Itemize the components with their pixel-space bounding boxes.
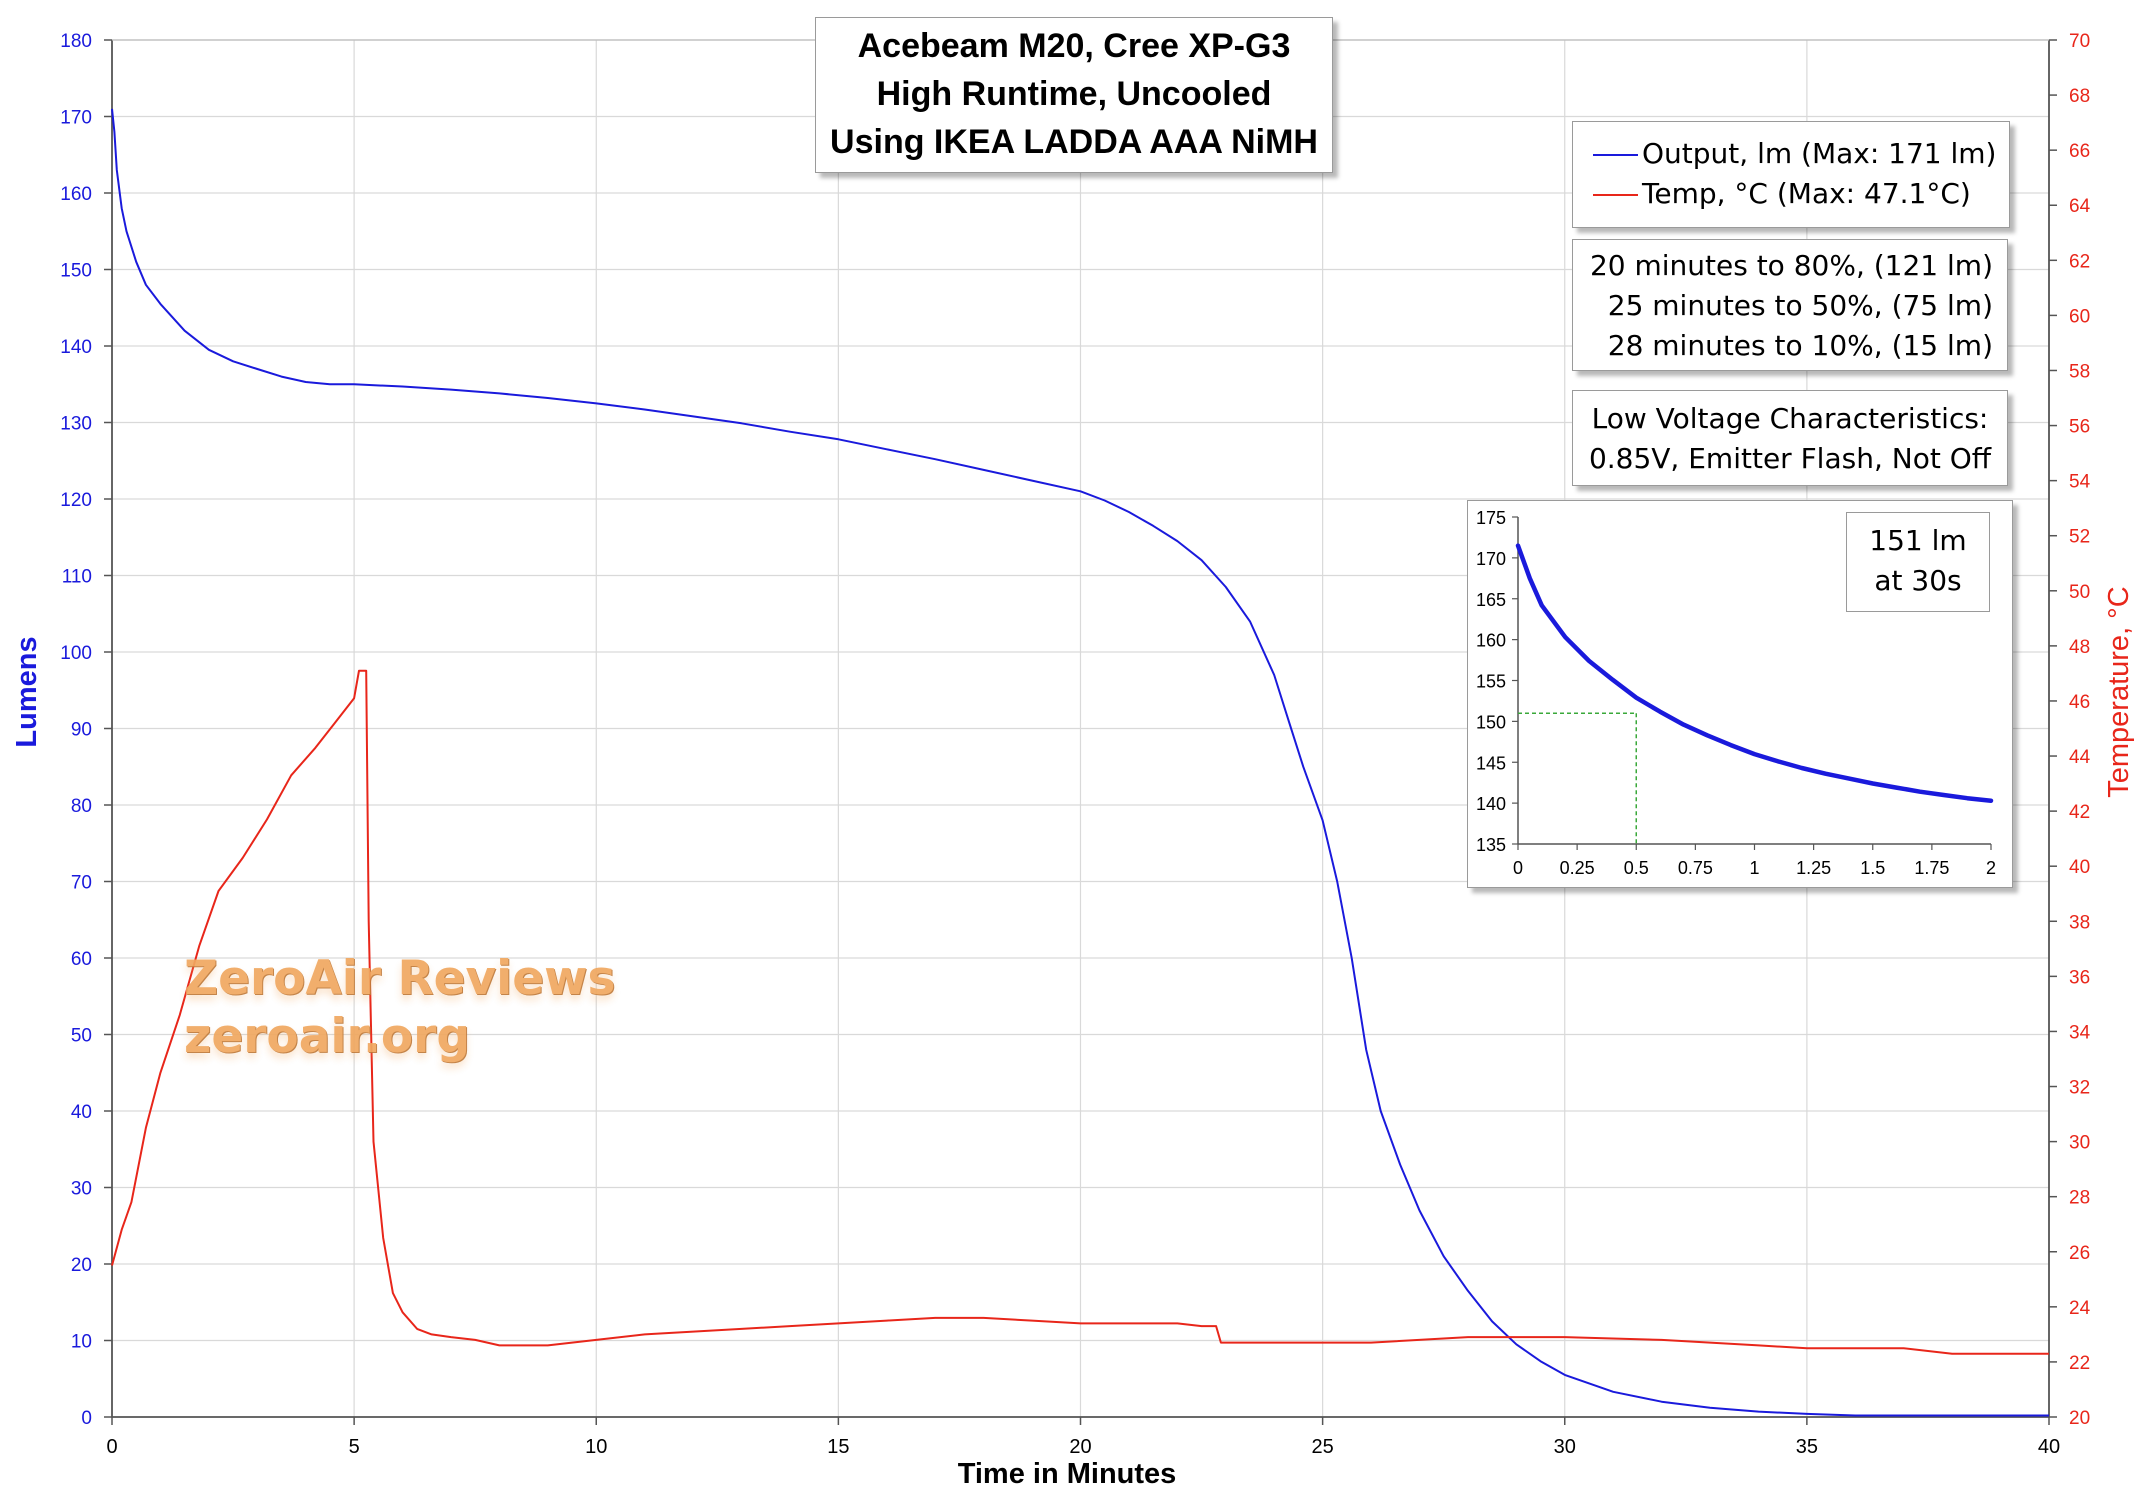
- y2-tick-label: 50: [2069, 582, 2090, 603]
- x-tick-label: 30: [1554, 1436, 1576, 1458]
- y2-tick-label: 40: [2069, 857, 2090, 878]
- output-lumens-line: [111, 108, 2049, 1417]
- low-voltage-note: Low Voltage Characteristics: 0.85V, Emit…: [1572, 390, 2008, 486]
- y-tick-label: 110: [62, 567, 92, 588]
- inset-annotation-line-1: 151 lm: [1869, 524, 1967, 557]
- y-tick-label: 40: [71, 1102, 92, 1123]
- y2-tick-label: 58: [2069, 361, 2090, 382]
- y2-tick-label: 52: [2069, 527, 2090, 548]
- y2-tick-label: 28: [2069, 1188, 2090, 1209]
- main-tick-labels: 0 5 10 15 20 25 30 35 40 0 10 20 30 40 50 60 70 80 90 100 11…: [60, 31, 2090, 1458]
- main-series: [111, 108, 2049, 1417]
- runtime-line-2: 25 minutes to 50%, (75 lm): [1607, 289, 1993, 322]
- y2-tick-label: 44: [2069, 747, 2091, 768]
- y2-tick-label: 20: [2069, 1408, 2090, 1429]
- low-voltage-line-1: Low Voltage Characteristics:: [1591, 402, 1989, 435]
- y2-tick-label: 60: [2069, 306, 2090, 327]
- y2-tick-label: 32: [2069, 1078, 2090, 1099]
- x-tick-label: 35: [1796, 1436, 1818, 1458]
- y2-tick-label: 36: [2069, 967, 2090, 988]
- x-tick-label: 15: [827, 1436, 849, 1458]
- title-line-2: High Runtime, Uncooled: [876, 75, 1272, 113]
- y-tick-label: 70: [71, 873, 92, 894]
- x-tick-label: 10: [585, 1436, 607, 1458]
- chart-title: Acebeam M20, Cree XP-G3 High Runtime, Un…: [815, 17, 1333, 173]
- x-tick-label: 0: [106, 1436, 117, 1458]
- y2-tick-label: 54: [2069, 472, 2091, 493]
- legend: Output, lm (Max: 171 lm) Temp, °C (Max: …: [1572, 121, 2010, 228]
- y2-axis-label: Temperature, °C: [2103, 586, 2135, 797]
- y-tick-label: 100: [60, 643, 92, 664]
- x-tick-label: 5: [349, 1436, 360, 1458]
- y2-tick-label: 62: [2069, 251, 2090, 272]
- y-tick-label: 170: [60, 108, 92, 129]
- y2-tick-label: 24: [2069, 1298, 2091, 1319]
- temperature-line: [111, 669, 2049, 1355]
- x-tick-label: 25: [1312, 1436, 1334, 1458]
- y2-tick-label: 66: [2069, 141, 2090, 162]
- y2-tick-label: 22: [2069, 1353, 2090, 1374]
- y2-tick-label: 34: [2069, 1022, 2091, 1043]
- y-tick-label: 20: [71, 1255, 92, 1276]
- runtime-line-3: 28 minutes to 10%, (15 lm): [1607, 329, 1993, 362]
- low-voltage-line-2: 0.85V, Emitter Flash, Not Off: [1588, 442, 1992, 475]
- y-tick-label: 30: [71, 1179, 92, 1200]
- legend-swatch-output: [1593, 154, 1638, 156]
- y-axis-label: Lumens: [11, 636, 43, 747]
- watermark-line-1: ZeroAir Reviews: [184, 951, 616, 1006]
- y-tick-label: 0: [81, 1408, 92, 1429]
- y-tick-label: 130: [60, 414, 92, 435]
- watermark: ZeroAir Reviews zeroair.org: [184, 950, 616, 1066]
- legend-swatch-temp: [1593, 194, 1638, 196]
- runtime-line-1: 20 minutes to 80%, (121 lm): [1589, 249, 1993, 282]
- x-axis-label: Time in Minutes: [958, 1458, 1177, 1490]
- y2-tick-label: 42: [2069, 802, 2090, 823]
- legend-label-output: Output, lm (Max: 171 lm): [1642, 137, 1997, 170]
- y-tick-label: 80: [71, 796, 92, 817]
- legend-entry-temp: Temp, °C (Max: 47.1°C): [1593, 174, 1971, 214]
- x-tick-label: 20: [1069, 1436, 1091, 1458]
- inset-annotation: 151 lm at 30s: [1846, 512, 1990, 612]
- y2-tick-label: 48: [2069, 637, 2090, 658]
- y-tick-label: 120: [60, 490, 92, 511]
- y2-tick-label: 38: [2069, 912, 2090, 933]
- runtime-summary: 20 minutes to 80%, (121 lm) 25 minutes t…: [1572, 239, 2008, 371]
- y-tick-label: 50: [71, 1026, 92, 1047]
- x-tick-label: 40: [2038, 1436, 2060, 1458]
- y2-tick-label: 26: [2069, 1243, 2090, 1264]
- legend-entry-output: Output, lm (Max: 171 lm): [1593, 134, 1996, 174]
- y2-tick-label: 56: [2069, 417, 2090, 438]
- y-tick-label: 60: [71, 949, 92, 970]
- inset-annotation-line-2: at 30s: [1874, 564, 1962, 597]
- main-axes: [104, 39, 2057, 1425]
- y2-tick-label: 70: [2069, 31, 2090, 52]
- y2-tick-label: 68: [2069, 86, 2090, 107]
- watermark-line-2: zeroair.org: [184, 1009, 470, 1064]
- title-line-3: Using IKEA LADDA AAA NiMH: [830, 123, 1318, 161]
- y-tick-label: 140: [60, 337, 92, 358]
- legend-label-temp: Temp, °C (Max: 47.1°C): [1642, 177, 1971, 210]
- y-tick-label: 10: [71, 1332, 92, 1353]
- y-tick-label: 90: [71, 720, 92, 741]
- title-line-1: Acebeam M20, Cree XP-G3: [857, 27, 1291, 65]
- y2-tick-label: 30: [2069, 1133, 2090, 1154]
- y-tick-label: 160: [60, 184, 92, 205]
- y2-tick-label: 46: [2069, 692, 2090, 713]
- y-tick-label: 150: [60, 261, 92, 282]
- y-tick-label: 180: [60, 31, 92, 52]
- y2-tick-label: 64: [2069, 196, 2091, 217]
